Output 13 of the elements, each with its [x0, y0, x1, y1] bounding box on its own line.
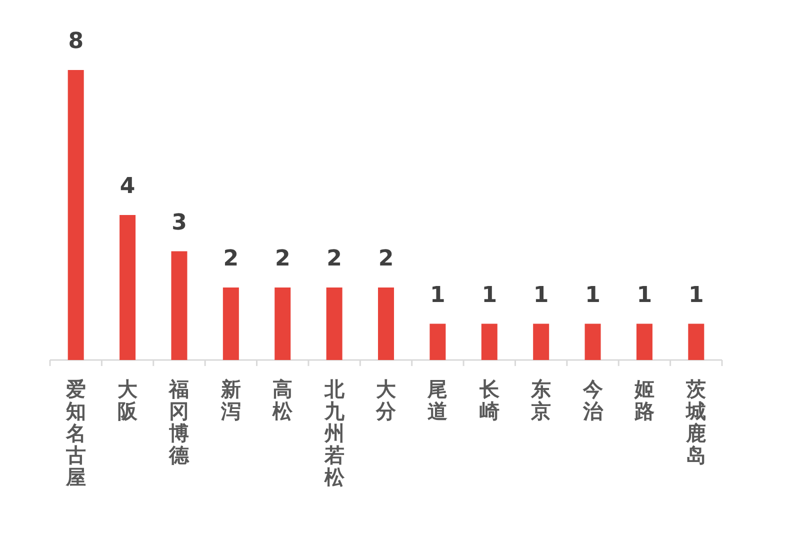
data-label: 1 — [688, 282, 704, 308]
data-label: 2 — [378, 246, 394, 272]
data-label: 3 — [172, 210, 187, 236]
data-label: 1 — [585, 282, 600, 308]
data-label: 1 — [533, 282, 549, 308]
data-label: 2 — [326, 246, 342, 272]
data-label: 1 — [482, 282, 498, 308]
data-label: 4 — [120, 174, 136, 199]
data-label: 2 — [223, 246, 239, 272]
data-label: 8 — [68, 29, 84, 54]
data-label: 1 — [636, 282, 652, 308]
data-label: 2 — [274, 246, 290, 272]
data-label: 1 — [430, 282, 446, 308]
